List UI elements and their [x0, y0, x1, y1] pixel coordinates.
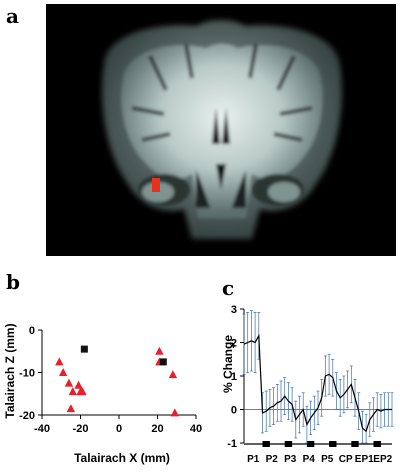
scatter-point-triangle	[64, 378, 74, 387]
line-x-tick-label: P3	[284, 454, 297, 465]
scatter-x-axis-label: Talairach X (mm)	[74, 451, 170, 465]
scatter-point-square	[80, 345, 88, 353]
line-x-tick-label: P5	[321, 454, 334, 465]
condition-block	[284, 441, 293, 447]
line-x-tick-label: EP1	[355, 454, 374, 465]
scatter-point-triangle	[68, 387, 77, 396]
scatter-x-tick-label: -40	[34, 423, 50, 435]
line-y-tick-label: 2	[231, 338, 237, 350]
line-chart: 3 2 1 0 -1 P1 P2 P3 P4 P5 CP EP1 EP2 % Change	[221, 304, 394, 465]
line-x-tick-label: EP2	[373, 454, 392, 465]
scatter-x-tick-label: -20	[73, 423, 89, 435]
scatter-point-triangle	[66, 404, 76, 413]
scatter-point-triangle	[170, 408, 180, 417]
line-x-tick-label: P4	[303, 454, 316, 465]
scatter-x-tick-label: 0	[116, 423, 122, 435]
scatter-chart: -40 -20 0 20 400-10-20 Talairach X (mm) Tala…	[3, 323, 202, 465]
scatter-y-axis-label: Talairach Z (mm)	[3, 323, 17, 418]
panel-c-label: c	[222, 276, 235, 300]
scatter-point-triangle	[155, 346, 164, 355]
percent-change-line	[243, 333, 392, 433]
line-x-tick-label: P1	[247, 454, 260, 465]
scatter-x-tick-label: 40	[190, 423, 202, 435]
activation-highlight	[152, 178, 160, 192]
condition-block	[329, 441, 337, 447]
scatter-y-tick-label: -10	[19, 368, 35, 380]
scatter-point-triangle	[74, 380, 83, 389]
scatter-point-triangle	[58, 368, 68, 376]
scatter-point-triangle	[78, 387, 87, 396]
panel-b-label: b	[6, 270, 20, 294]
scatter-y-tick-label: -20	[19, 410, 35, 422]
condition-block	[351, 441, 359, 447]
scatter-x-tick-label: 20	[151, 423, 163, 435]
brain-mri-svg	[46, 4, 396, 256]
condition-block	[306, 441, 315, 447]
scatter-point-triangle	[55, 357, 64, 366]
line-y-tick-label: 3	[231, 304, 237, 316]
brain-mri-image	[46, 4, 396, 256]
panel-a-label: a	[6, 4, 19, 28]
line-y-tick-label: 1	[231, 371, 237, 383]
scatter-point-square	[159, 358, 167, 366]
condition-block	[373, 441, 381, 447]
line-x-tick-label: CP	[339, 454, 353, 465]
scatter-point-triangle	[168, 370, 178, 379]
line-y-tick-label: 0	[231, 405, 237, 417]
line-y-axis-label: % Change	[221, 335, 235, 393]
line-y-tick-label: -1	[227, 438, 237, 450]
line-x-tick-label: P2	[266, 454, 279, 465]
condition-block	[262, 441, 270, 447]
scatter-y-tick-label: 0	[29, 325, 35, 337]
